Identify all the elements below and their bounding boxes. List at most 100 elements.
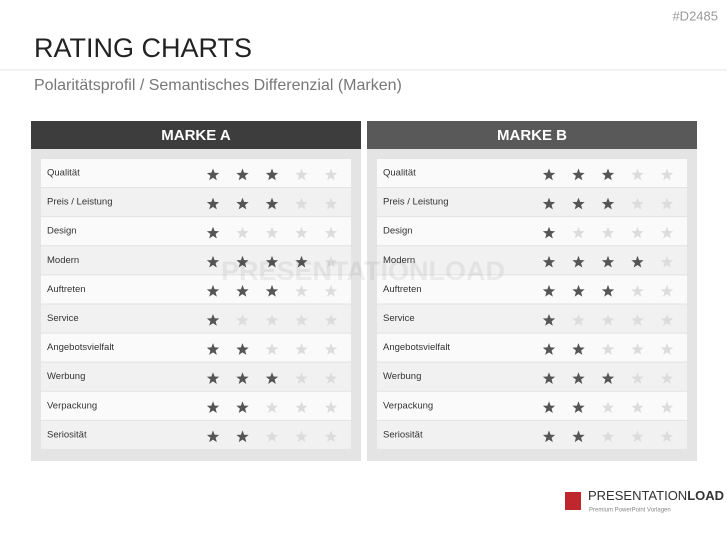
star-filled <box>206 372 220 384</box>
star-empty <box>660 255 674 268</box>
star-empty <box>631 197 644 210</box>
row-label: Seriosität <box>383 429 423 440</box>
star-filled <box>542 197 556 210</box>
row-label: Angebotsvielfalt <box>47 342 114 353</box>
star-filled <box>206 168 220 181</box>
star-filled <box>572 255 585 268</box>
star-empty <box>324 168 338 181</box>
star-filled <box>265 372 279 384</box>
star-filled <box>572 284 585 297</box>
star-empty <box>236 226 249 239</box>
star-filled <box>572 197 585 210</box>
star-empty <box>601 226 615 239</box>
star-empty <box>660 372 674 384</box>
star-empty <box>324 314 338 326</box>
row-label: Service <box>47 313 79 324</box>
star-filled <box>572 343 585 355</box>
star-empty <box>265 226 279 239</box>
star-empty <box>572 226 585 239</box>
star-empty <box>631 226 644 239</box>
star-empty <box>660 168 674 181</box>
panel-title: MARKE A <box>161 127 231 144</box>
logo-bold: LOAD <box>687 488 724 503</box>
star-filled <box>601 168 615 181</box>
star-empty <box>295 168 308 181</box>
slide-subtitle: Polaritätsprofil / Semantisches Differen… <box>34 77 402 94</box>
star-filled <box>206 401 220 414</box>
row-label: Seriosität <box>47 429 87 440</box>
star-empty <box>631 401 644 414</box>
star-empty <box>265 343 279 355</box>
star-filled <box>542 226 556 239</box>
star-empty <box>631 430 644 443</box>
star-filled <box>265 255 279 268</box>
star-empty <box>324 430 338 443</box>
star-empty <box>660 343 674 355</box>
star-empty <box>324 197 338 210</box>
star-empty <box>295 197 308 210</box>
star-empty <box>295 430 308 443</box>
star-filled <box>542 284 556 297</box>
star-filled <box>206 226 220 239</box>
star-empty <box>265 430 279 443</box>
star-filled <box>542 168 556 181</box>
row-label: Design <box>47 226 77 237</box>
star-filled <box>295 255 308 268</box>
star-filled <box>206 197 220 210</box>
star-empty <box>631 343 644 355</box>
star-filled <box>601 255 615 268</box>
star-empty <box>324 343 338 355</box>
panels: MARKE A Qualität Preis / Leistung Design Mod… <box>31 121 697 461</box>
slide-title: RATING CHARTS <box>34 33 252 63</box>
star-empty <box>324 255 338 268</box>
star-filled <box>236 372 249 384</box>
star-filled <box>206 284 220 297</box>
star-filled <box>542 430 556 443</box>
star-empty <box>660 430 674 443</box>
star-empty <box>236 314 249 326</box>
watermark: PRESENTATIONLOAD <box>221 256 505 286</box>
star-filled <box>542 343 556 355</box>
star-empty <box>324 284 338 297</box>
star-empty <box>295 226 308 239</box>
panel-header <box>367 121 697 149</box>
star-filled <box>542 255 556 268</box>
row-label: Werbung <box>47 371 85 382</box>
star-filled <box>236 284 249 297</box>
star-empty <box>265 401 279 414</box>
star-filled <box>206 255 220 268</box>
star-empty <box>295 372 308 384</box>
row-label: Qualität <box>383 168 416 179</box>
row-label: Preis / Leistung <box>47 197 112 208</box>
star-empty <box>660 226 674 239</box>
star-empty <box>324 401 338 414</box>
star-filled <box>601 372 615 384</box>
star-filled <box>236 197 249 210</box>
star-empty <box>631 284 644 297</box>
star-empty <box>631 314 644 326</box>
star-filled <box>236 401 249 414</box>
star-filled <box>542 372 556 384</box>
star-empty <box>660 197 674 210</box>
star-filled <box>265 168 279 181</box>
star-filled <box>206 430 220 443</box>
logo-icon <box>565 492 581 510</box>
star-filled <box>236 430 249 443</box>
panel-header <box>31 121 361 149</box>
logo-tagline: Premium PowerPoint Vorlagen <box>589 508 671 514</box>
star-empty <box>295 343 308 355</box>
row-label: Angebotsvielfalt <box>383 342 450 353</box>
star-filled <box>631 255 644 268</box>
star-empty <box>601 401 615 414</box>
star-empty <box>265 314 279 326</box>
star-filled <box>206 314 220 326</box>
row-label: Modern <box>383 255 415 266</box>
star-empty <box>601 430 615 443</box>
star-empty <box>295 284 308 297</box>
star-filled <box>572 168 585 181</box>
star-filled <box>265 197 279 210</box>
star-filled <box>265 284 279 297</box>
star-empty <box>601 343 615 355</box>
row-label: Werbung <box>383 371 421 382</box>
